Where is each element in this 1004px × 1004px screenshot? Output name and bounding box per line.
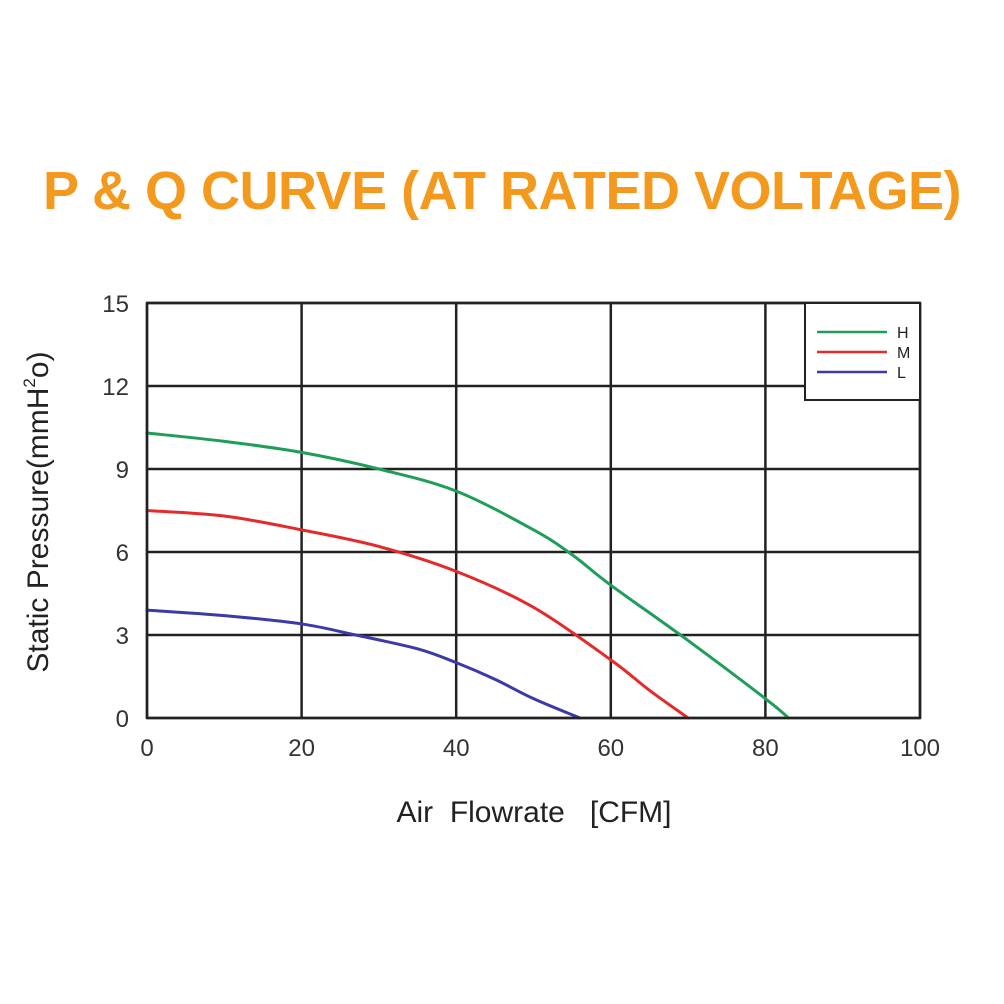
y-tick-label-12: 12 <box>102 374 129 401</box>
series-line-H <box>145 431 791 720</box>
x-axis-label: Air Flowrate [CFM] <box>396 796 671 829</box>
legend-label-L: L <box>897 365 906 382</box>
y-tick-label-3: 3 <box>116 623 129 650</box>
series-lines <box>145 431 791 720</box>
x-tick-label-20: 20 <box>288 735 315 762</box>
legend-label-H: H <box>897 325 909 342</box>
tick-labels: 0 20 40 60 80 100 0 3 6 9 12 15 <box>102 291 940 762</box>
y-tick-label-0: 0 <box>116 706 129 733</box>
x-tick-label-100: 100 <box>900 735 940 762</box>
x-tick-label-0: 0 <box>140 735 153 762</box>
x-tick-label-80: 80 <box>752 735 779 762</box>
x-tick-label-40: 40 <box>443 735 470 762</box>
series-line-L <box>145 608 582 720</box>
y-tick-label-15: 15 <box>102 291 129 318</box>
x-tick-label-60: 60 <box>597 735 624 762</box>
series-line-M <box>145 509 690 720</box>
y-axis-label-main: Static Pressure(mmH <box>22 388 55 673</box>
y-axis-label: Static Pressure(mmH2o) <box>20 351 55 672</box>
y-axis-label-sup: 2 <box>20 378 39 387</box>
y-axis-label-tail: o) <box>22 351 55 378</box>
legend: HML <box>804 302 921 401</box>
y-tick-label-9: 9 <box>116 457 129 484</box>
plot-frame <box>145 301 922 720</box>
legend-label-M: M <box>897 345 910 362</box>
y-tick-label-6: 6 <box>116 540 129 567</box>
chart-title: P & Q CURVE (AT RATED VOLTAGE) <box>42 161 962 221</box>
